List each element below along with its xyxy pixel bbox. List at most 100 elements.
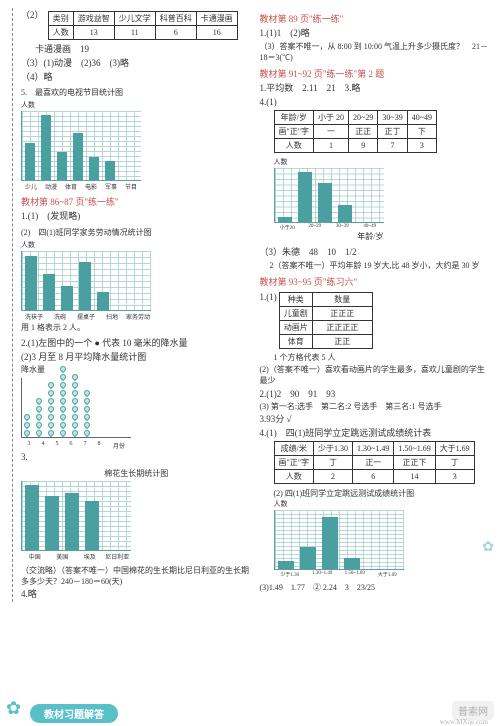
r1-note: 1 个方格代表 5 人 [260, 352, 491, 363]
xl: 埃及 [76, 552, 104, 561]
th: 30~39 [378, 111, 407, 125]
q2-label: （2） [21, 10, 44, 20]
xl: 大于1.69 [371, 571, 404, 578]
xl: 洗袜子 [21, 312, 47, 321]
picto-ylabel: 降水量 [21, 364, 252, 375]
td: 人数 [274, 139, 314, 153]
td: 14 [394, 470, 435, 484]
r-sec1: 教材第 89 页"练一练" [260, 12, 491, 25]
bar [41, 115, 51, 180]
bar [344, 558, 360, 569]
bar [85, 501, 99, 550]
chart1-bars [21, 111, 141, 181]
chart2-title: (2) 四(1)班同学家务劳动情况统计图 [21, 227, 252, 238]
chart5-ylabel: 人数 [274, 499, 491, 509]
td: 丁 [314, 456, 353, 470]
pm: 7 [81, 441, 89, 450]
chart1-ylabel: 人数 [21, 100, 252, 110]
th: 类别 [48, 12, 73, 26]
chart5: (2) 四(1)班同学立定跳远测试成绩统计图 人数 少于1.30 1.30~1.… [274, 488, 491, 578]
xl: 电影 [81, 182, 101, 191]
chart1-title: 5. 最喜欢的电视节目统计图 [21, 87, 252, 98]
chart3-title: 棉花生长期统计图 [21, 468, 252, 479]
th: 游戏益智 [73, 12, 114, 26]
xl: 40~49 [356, 224, 384, 231]
q1-1: 1.(1) (发现略) [21, 210, 252, 223]
q4: （4）略 [21, 71, 252, 84]
footer-badge: 教材习题解答 [30, 704, 118, 723]
th: 40~49 [407, 111, 436, 125]
td: 6 [353, 470, 394, 484]
chart2-bars [21, 251, 151, 311]
xl: 美国 [49, 552, 77, 561]
td: 9 [349, 139, 378, 153]
chart5-xlabels: 少于1.30 1.30~1.49 1.50~1.69 大于1.69 [274, 571, 404, 578]
xl: 30~39 [329, 224, 357, 231]
th: 大于1.69 [435, 442, 474, 456]
watermark-text: 普索网 [458, 707, 488, 718]
bar [43, 274, 55, 310]
xl: 家务劳动 [125, 312, 151, 321]
chart4-ylabel: 人数 [274, 157, 491, 167]
bar [278, 217, 292, 222]
pm-unit: 月份 [109, 441, 129, 450]
td: 正正正 [312, 306, 372, 320]
pm: 4 [39, 441, 47, 450]
bar [25, 143, 35, 180]
td: 1 [314, 139, 349, 153]
sec-head-1: 教材第 86~87 页"练一练" [21, 195, 252, 208]
watermark: 普索网 www.MXqe.com [452, 701, 494, 720]
chart4-bars [274, 168, 384, 223]
bar [61, 286, 73, 310]
pm: 6 [67, 441, 75, 450]
xl: 动漫 [41, 182, 61, 191]
pc [72, 373, 78, 437]
left-column: （2） 类别 游戏益智 少儿文学 科普百科 卡通漫画 人数 13 11 6 16 [12, 8, 256, 602]
td: 3 [435, 470, 474, 484]
th: 数量 [312, 292, 372, 306]
chart2-ylabel: 人数 [21, 240, 252, 250]
footer: 教材习题解答 [0, 700, 500, 726]
bar [73, 133, 83, 180]
td: 13 [73, 26, 114, 40]
bar [65, 493, 79, 550]
xl: 小于20 [274, 224, 302, 231]
td: 6 [155, 26, 196, 40]
td: 人数 [274, 470, 314, 484]
bar [97, 292, 109, 310]
r4-3c: (3)1.49 1.77 ② 2.24 3 23/25 [260, 582, 491, 593]
r2-1: 1.平均数 2.11 21 3.略 [260, 82, 491, 95]
table3: 种类 数量 儿童剧正正正 动画片正正正正 体育正正 [279, 292, 373, 349]
q2-row: （2） 类别 游戏益智 少儿文学 科普百科 卡通漫画 人数 13 11 6 16 [21, 9, 252, 42]
r-sec2: 教材第 91~92 页"练一练"第 2 题 [260, 67, 491, 80]
td: 11 [114, 26, 155, 40]
xl: 1.30~1.49 [306, 571, 339, 578]
flower-icon: ✿ [6, 698, 30, 722]
chart2: (2) 四(1)班同学家务劳动情况统计图 人数 洗袜子 洗碗 摆桌子 扫地 家务… [21, 227, 252, 333]
td: 正正正正 [312, 320, 372, 334]
q2-table: 类别 游戏益智 少儿文学 科普百科 卡通漫画 人数 13 11 6 16 [48, 11, 238, 40]
chart4-xlabels: 小于20 20~29 30~39 40~49 [274, 224, 384, 231]
chart4: 人数 小于20 20~29 30~39 40~49 年龄/岁 [274, 157, 491, 242]
chart1-xlabels: 少儿 动漫 体育 电影 军事 节目 [21, 182, 141, 191]
td: 16 [196, 26, 237, 40]
chart5-title: (2) 四(1)班同学立定跳远测试成绩统计图 [274, 488, 491, 499]
xl: 中国 [21, 552, 49, 561]
r1-1: 1.(1)1 (2)略 [260, 27, 491, 40]
td: 丁 [435, 456, 474, 470]
bar [89, 157, 99, 180]
bar [45, 496, 59, 550]
th: 小于 20 [314, 111, 349, 125]
xl: 尼日利亚 [104, 552, 132, 561]
pm: 3 [25, 441, 33, 450]
bar [300, 547, 316, 569]
pc [60, 365, 66, 437]
pc [36, 397, 42, 437]
td: 正正 [312, 334, 372, 348]
r2: 2.(1)2 90 91 93 [260, 388, 491, 401]
r4: 4.(1) [260, 96, 491, 109]
th: 少儿文学 [114, 12, 155, 26]
td: 2 [314, 470, 353, 484]
bar [318, 183, 332, 222]
q3: （3）(1)动漫 (2)36 (3)略 [21, 57, 252, 70]
